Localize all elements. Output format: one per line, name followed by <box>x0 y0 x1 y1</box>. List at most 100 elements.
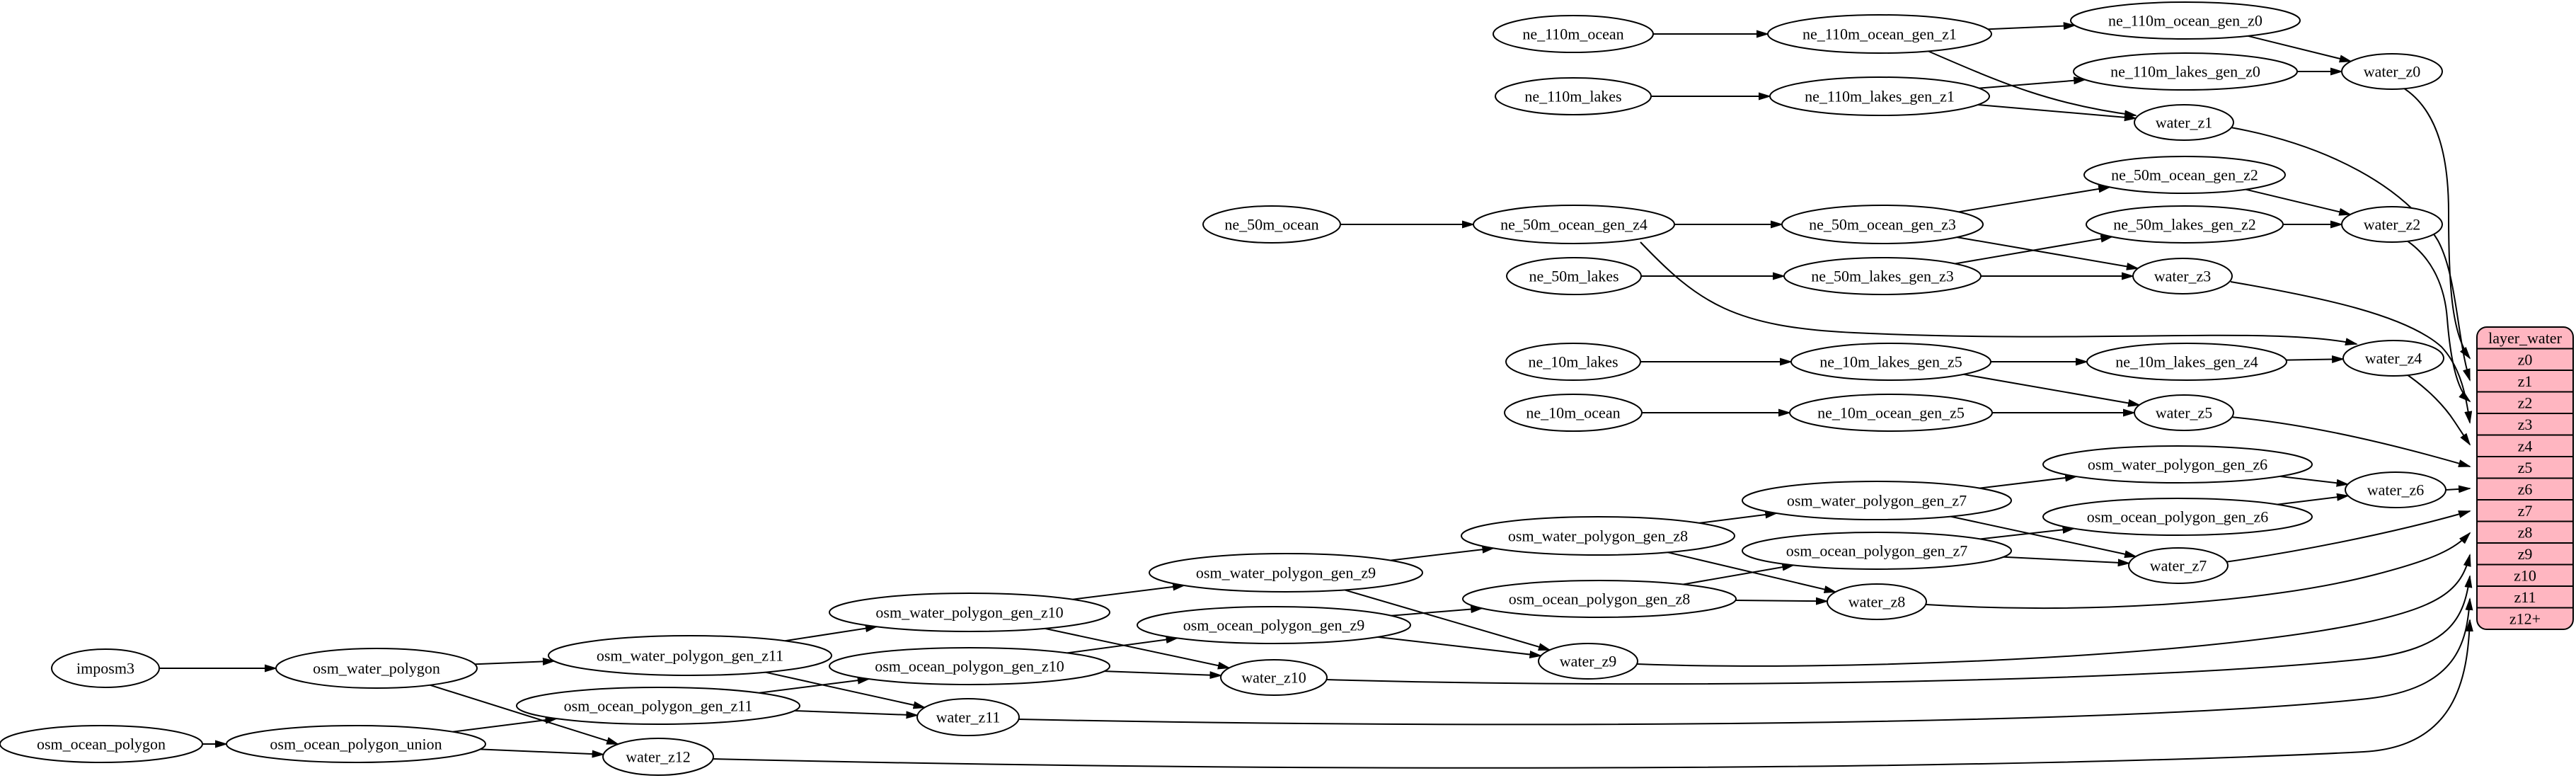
node-ellipse-osm_ocean_polygon_gen_z6 <box>2042 498 2313 536</box>
record-layer_water: layer_water z0 z1 z2 z3 z4 z5 z6 z7 z8 z9 z10 z11 z12… <box>2476 326 2574 630</box>
node-ne_110m_lakes_gen_z1: ne_110m_lakes_gen_z1 <box>1769 76 1990 116</box>
node-ellipse-ne_50m_ocean_gen_z2 <box>2083 156 2286 194</box>
node-ellipse-ne_10m_lakes_gen_z5 <box>1790 343 1991 381</box>
node-ellipse-ne_50m_lakes <box>1506 257 1642 295</box>
edge-water_z4-layer_water-z4 <box>2404 372 2471 446</box>
node-ellipse-ne_110m_ocean_gen_z0 <box>2070 1 2301 40</box>
node-ne_50m_lakes_gen_z2: ne_50m_lakes_gen_z2 <box>2086 205 2284 244</box>
node-label-ne_50m_ocean: ne_50m_ocean <box>1224 216 1318 234</box>
edge-ne_110m_ocean_gen_z1-water_z1 <box>1927 50 2137 118</box>
node-ne_110m_lakes_gen_z0: ne_110m_lakes_gen_z0 <box>2073 52 2298 91</box>
edge-osm_water_polygon_gen_z6-water_z6 <box>2279 475 2350 487</box>
node-label-ne_50m_lakes_gen_z3: ne_50m_lakes_gen_z3 <box>1811 268 1954 285</box>
node-label-ne_50m_ocean_gen_z3: ne_50m_ocean_gen_z3 <box>1809 216 1956 234</box>
node-label-osm_ocean_polygon_gen_z10: osm_ocean_polygon_gen_z10 <box>875 658 1064 675</box>
edge-water_z2-layer_water-z2 <box>2404 239 2471 403</box>
edge-osm_water_polygon_gen_z7-osm_water_polygon_gen_z6 <box>1979 474 2078 489</box>
node-ellipse-water_z5 <box>2134 394 2234 431</box>
node-ellipse-osm_ocean_polygon_gen_z10 <box>829 647 1110 685</box>
node-ellipse-osm_ocean_polygon_gen_z8 <box>1462 580 1737 618</box>
record-row-z6: z6 <box>2518 480 2533 498</box>
edge-water_z9-layer_water-z9 <box>1636 554 2471 667</box>
node-label-osm_ocean_polygon_gen_z9: osm_ocean_polygon_gen_z9 <box>1183 617 1365 634</box>
record-row-z2: z2 <box>2518 394 2533 411</box>
node-ne_50m_lakes: ne_50m_lakes <box>1506 257 1642 295</box>
node-imposm3: imposm3 <box>51 648 160 688</box>
node-label-ne_50m_lakes: ne_50m_lakes <box>1529 268 1618 285</box>
node-label-osm_ocean_polygon_gen_z8: osm_ocean_polygon_gen_z8 <box>1509 590 1691 608</box>
node-label-ne_110m_ocean_gen_z1: ne_110m_ocean_gen_z1 <box>1802 25 1957 43</box>
node-label-water_z4: water_z4 <box>2365 350 2422 367</box>
node-label-water_z10: water_z10 <box>1241 669 1306 687</box>
node-water_z3: water_z3 <box>2132 258 2233 294</box>
node-ellipse-osm_water_polygon_gen_z10 <box>829 593 1110 632</box>
edge-osm_water_polygon_gen_z8-osm_water_polygon_gen_z7 <box>1698 510 1778 524</box>
edge-osm_ocean_polygon_gen_z9-osm_ocean_polygon_gen_z8 <box>1391 605 1484 617</box>
record-row-z5: z5 <box>2518 459 2533 476</box>
record-row-z1: z1 <box>2518 372 2533 390</box>
node-label-water_z0: water_z0 <box>2364 63 2421 81</box>
edge-osm_water_polygon_gen_z10-water_z10 <box>1045 627 1231 670</box>
node-ellipse-osm_ocean_polygon_union <box>226 725 486 763</box>
edge-water_z7-layer_water-z7 <box>2224 510 2471 563</box>
node-ellipse-osm_ocean_polygon_gen_z11 <box>516 687 800 725</box>
node-label-osm_water_polygon_gen_z6: osm_water_polygon_gen_z6 <box>2088 456 2267 474</box>
node-label-ne_110m_lakes_gen_z0: ne_110m_lakes_gen_z0 <box>2110 63 2260 81</box>
edge-ne_110m_lakes_gen_z1-water_z1 <box>1977 104 2137 122</box>
record-row-z7: z7 <box>2518 502 2533 520</box>
node-ellipse-water_z4 <box>2342 340 2444 377</box>
record-row-z4: z4 <box>2518 437 2533 454</box>
record-row-z0: z0 <box>2518 350 2533 368</box>
node-ellipse-ne_110m_lakes <box>1495 77 1652 115</box>
node-ne_10m_ocean: ne_10m_ocean <box>1504 394 1643 432</box>
record-layer: layer_water z0 z1 z2 z3 z4 z5 z6 z7 z8 z9 z10 z11 z12… <box>2476 326 2574 630</box>
node-osm_ocean_polygon_gen_z8: osm_ocean_polygon_gen_z8 <box>1462 580 1737 618</box>
nodes-layer: ne_110m_ocean ne_110m_ocean_gen_z1 ne_110m… <box>0 1 2446 776</box>
edge-water_z12-layer_water-z12+ <box>712 619 2473 769</box>
node-label-water_z1: water_z1 <box>2156 114 2213 132</box>
edge-osm_water_polygon_gen_z7-water_z7 <box>1950 515 2138 559</box>
node-ellipse-osm_water_polygon_gen_z8 <box>1461 516 1735 556</box>
node-label-ne_10m_lakes_gen_z5: ne_10m_lakes_gen_z5 <box>1819 353 1962 371</box>
node-label-water_z2: water_z2 <box>2364 216 2421 234</box>
node-ne_110m_lakes: ne_110m_lakes <box>1495 77 1652 115</box>
record-row-z8: z8 <box>2518 523 2533 541</box>
node-ne_50m_ocean_gen_z2: ne_50m_ocean_gen_z2 <box>2083 156 2286 194</box>
edge-water_z6-layer_water-z6 <box>2445 485 2471 493</box>
node-water_z1: water_z1 <box>2134 104 2234 141</box>
node-osm_water_polygon: osm_water_polygon <box>275 648 478 689</box>
node-ne_110m_ocean: ne_110m_ocean <box>1493 15 1654 53</box>
node-ellipse-ne_50m_lakes_gen_z3 <box>1783 257 1982 295</box>
node-ellipse-osm_ocean_polygon <box>0 725 203 763</box>
edge-ne_110m_ocean_gen_z1-ne_110m_ocean_gen_z0 <box>1987 22 2076 30</box>
node-ne_50m_ocean_gen_z3: ne_50m_ocean_gen_z3 <box>1781 205 1984 244</box>
node-ne_10m_lakes: ne_10m_lakes <box>1505 343 1641 381</box>
node-ne_50m_ocean_gen_z4: ne_50m_ocean_gen_z4 <box>1473 205 1675 244</box>
node-osm_water_polygon_gen_z9: osm_water_polygon_gen_z9 <box>1149 553 1423 593</box>
node-ellipse-water_z2 <box>2341 206 2443 243</box>
node-label-ne_10m_ocean_gen_z5: ne_10m_ocean_gen_z5 <box>1817 404 1965 422</box>
node-label-ne_10m_lakes_gen_z4: ne_10m_lakes_gen_z4 <box>2115 353 2258 371</box>
record-row-z12+: z12+ <box>2509 610 2541 627</box>
edge-ne_50m_ocean_gen_z4-water_z4 <box>1640 241 2358 345</box>
edge-ne_110m_ocean_gen_z0-water_z0 <box>2248 35 2352 63</box>
node-label-water_z8: water_z8 <box>1848 593 1906 611</box>
node-label-ne_10m_ocean: ne_10m_ocean <box>1526 404 1620 422</box>
node-ellipse-ne_110m_ocean <box>1493 15 1654 53</box>
node-label-water_z6: water_z6 <box>2367 481 2425 499</box>
node-osm_ocean_polygon_gen_z9: osm_ocean_polygon_gen_z9 <box>1137 606 1411 644</box>
node-water_z9: water_z9 <box>1538 643 1638 680</box>
node-ne_10m_lakes_gen_z4: ne_10m_lakes_gen_z4 <box>2086 343 2287 381</box>
node-water_z11: water_z11 <box>916 698 1020 736</box>
node-ellipse-osm_ocean_polygon_gen_z7 <box>1742 532 2012 570</box>
node-ne_50m_lakes_gen_z3: ne_50m_lakes_gen_z3 <box>1783 257 1982 295</box>
node-water_z10: water_z10 <box>1220 659 1328 696</box>
node-ne_50m_ocean: ne_50m_ocean <box>1202 205 1341 244</box>
edge-ne_50m_lakes_gen_z3-ne_50m_lakes_gen_z2 <box>1955 234 2114 265</box>
node-water_z0: water_z0 <box>2341 53 2443 90</box>
node-label-water_z3: water_z3 <box>2154 268 2212 285</box>
edge-osm_ocean_polygon_gen_z10-water_z10 <box>1104 670 1223 680</box>
node-label-ne_50m_lakes_gen_z2: ne_50m_lakes_gen_z2 <box>2113 216 2256 234</box>
